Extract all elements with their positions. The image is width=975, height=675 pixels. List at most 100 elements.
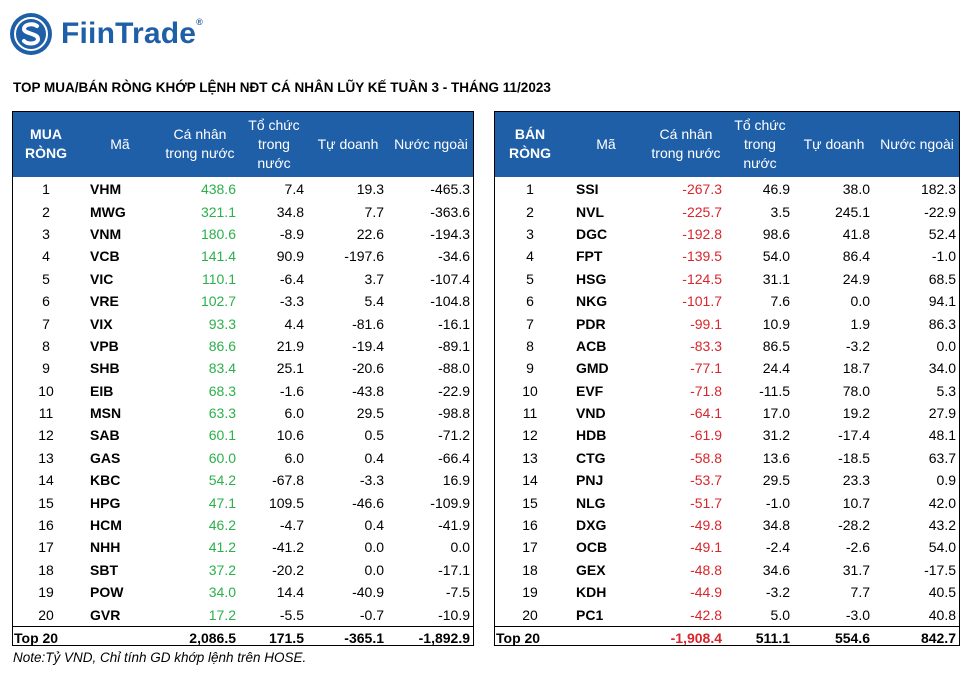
cell-foreign: -88.0 (438, 360, 470, 377)
cell-proprietary: 78.0 (842, 382, 870, 399)
cell-code: NLG (576, 494, 606, 511)
cell-retail: -53.7 (690, 472, 722, 489)
cell-proprietary: 86.4 (842, 248, 870, 265)
cell-proprietary: 19.3 (356, 181, 384, 198)
cell-proprietary: 0.5 (364, 427, 384, 444)
header-retail: Cá nhân trong nước (646, 111, 726, 177)
cell-code: GMD (576, 360, 609, 377)
cell-foreign: -71.2 (438, 427, 470, 444)
cell-retail: 86.6 (208, 337, 236, 354)
cell-proprietary: 1.9 (850, 315, 870, 332)
cell-rank: 15 (522, 494, 538, 511)
cell-code: VHM (90, 181, 122, 198)
cell-retail: 60.1 (208, 427, 236, 444)
cell-proprietary: 7.7 (364, 203, 384, 220)
cell-foreign: 182.3 (920, 181, 956, 198)
cell-institution: 5.0 (770, 606, 790, 623)
cell-proprietary: -3.3 (359, 472, 384, 489)
header-rank: MUA RÒNG (12, 111, 80, 177)
cell-retail: -124.5 (682, 270, 722, 287)
cell-proprietary: -3.2 (845, 337, 870, 354)
cell-rank: 18 (522, 561, 538, 578)
cell-institution: -1.6 (279, 382, 304, 399)
table-row: 11 VND -64.1 17.0 19.2 27.9 (494, 402, 960, 424)
table-row: 1 VHM 438.6 7.4 19.3 -465.3 (12, 177, 474, 200)
cell-code: DXG (576, 517, 607, 534)
cell-code: GVR (90, 606, 121, 623)
cell-institution: 109.5 (268, 494, 304, 511)
header-code: Mã (80, 111, 160, 177)
cell-rank: 17 (38, 539, 54, 556)
cell-institution: 31.1 (762, 270, 790, 287)
cell-proprietary: -46.6 (352, 494, 384, 511)
cell-institution: 10.6 (276, 427, 304, 444)
cell-foreign: -22.9 (924, 203, 956, 220)
cell-rank: 20 (38, 606, 54, 623)
table-row: 4 FPT -139.5 54.0 86.4 -1.0 (494, 245, 960, 267)
net-buy-table: MUA RÒNG Mã Cá nhân trong nước Tổ chức t… (12, 111, 474, 649)
cell-retail: -51.7 (690, 494, 722, 511)
table-header-row: BÁN RÒNG Mã Cá nhân trong nước Tổ chức t… (494, 111, 960, 177)
table-row: 19 POW 34.0 14.4 -40.9 -7.5 (12, 581, 474, 603)
table-row: 15 NLG -51.7 -1.0 10.7 42.0 (494, 491, 960, 513)
cell-rank: 4 (526, 248, 534, 265)
cell-retail: -49.1 (690, 539, 722, 556)
cell-foreign: 34.0 (928, 360, 956, 377)
header-rank: BÁN RÒNG (494, 111, 566, 177)
table-row: 14 PNJ -53.7 29.5 23.3 0.9 (494, 469, 960, 491)
table-row: 18 GEX -48.8 34.6 31.7 -17.5 (494, 559, 960, 581)
cell-retail: -267.3 (682, 181, 722, 198)
cell-foreign: 27.9 (928, 405, 956, 422)
cell-institution: 24.4 (762, 360, 790, 377)
cell-rank: 4 (42, 248, 50, 265)
cell-proprietary: 19.2 (842, 405, 870, 422)
table-row: 10 EVF -71.8 -11.5 78.0 5.3 (494, 380, 960, 402)
cell-retail: 47.1 (208, 494, 236, 511)
cell-foreign: -41.9 (438, 517, 470, 534)
cell-retail: 63.3 (208, 405, 236, 422)
cell-code: SHB (90, 360, 120, 377)
cell-retail: -64.1 (690, 405, 722, 422)
total-proprietary: -365.1 (308, 625, 388, 649)
brand-name: FiinTrade® (61, 17, 204, 50)
cell-foreign: 40.5 (928, 584, 956, 601)
cell-retail: -49.8 (690, 517, 722, 534)
cell-code: ACB (576, 337, 607, 354)
cell-rank: 13 (522, 449, 538, 466)
cell-proprietary: -2.6 (845, 539, 870, 556)
cell-institution: 34.6 (762, 561, 790, 578)
table-row: 11 MSN 63.3 6.0 29.5 -98.8 (12, 402, 474, 424)
cell-institution: 34.8 (762, 517, 790, 534)
cell-foreign: 0.0 (936, 337, 956, 354)
cell-foreign: 0.9 (936, 472, 956, 489)
cell-institution: 17.0 (762, 405, 790, 422)
cell-institution: 25.1 (276, 360, 304, 377)
cell-foreign: 40.8 (928, 606, 956, 623)
cell-institution: -3.3 (279, 293, 304, 310)
header-institution: Tổ chức trong nước (726, 111, 794, 177)
header-code: Mã (566, 111, 646, 177)
cell-foreign: 42.0 (928, 494, 956, 511)
cell-code: VIC (90, 270, 114, 287)
table-row: 8 VPB 86.6 21.9 -19.4 -89.1 (12, 335, 474, 357)
cell-code: SAB (90, 427, 120, 444)
cell-institution: 13.6 (762, 449, 790, 466)
cell-retail: -48.8 (690, 561, 722, 578)
cell-rank: 10 (522, 382, 538, 399)
cell-code: CTG (576, 449, 606, 466)
cell-retail: 46.2 (208, 517, 236, 534)
cell-retail: -192.8 (682, 225, 722, 242)
cell-proprietary: -43.8 (352, 382, 384, 399)
cell-code: HSG (576, 270, 607, 287)
table-row: 12 SAB 60.1 10.6 0.5 -71.2 (12, 424, 474, 446)
cell-foreign: -16.1 (438, 315, 470, 332)
table-row: 16 DXG -49.8 34.8 -28.2 43.2 (494, 514, 960, 536)
cell-rank: 8 (42, 337, 50, 354)
cell-proprietary: 0.4 (364, 449, 384, 466)
cell-rank: 16 (38, 517, 54, 534)
cell-code: GAS (90, 449, 121, 466)
cell-retail: 438.6 (200, 181, 236, 198)
cell-code: VNM (90, 225, 122, 242)
cell-foreign: 48.1 (928, 427, 956, 444)
cell-foreign: -98.8 (438, 405, 470, 422)
